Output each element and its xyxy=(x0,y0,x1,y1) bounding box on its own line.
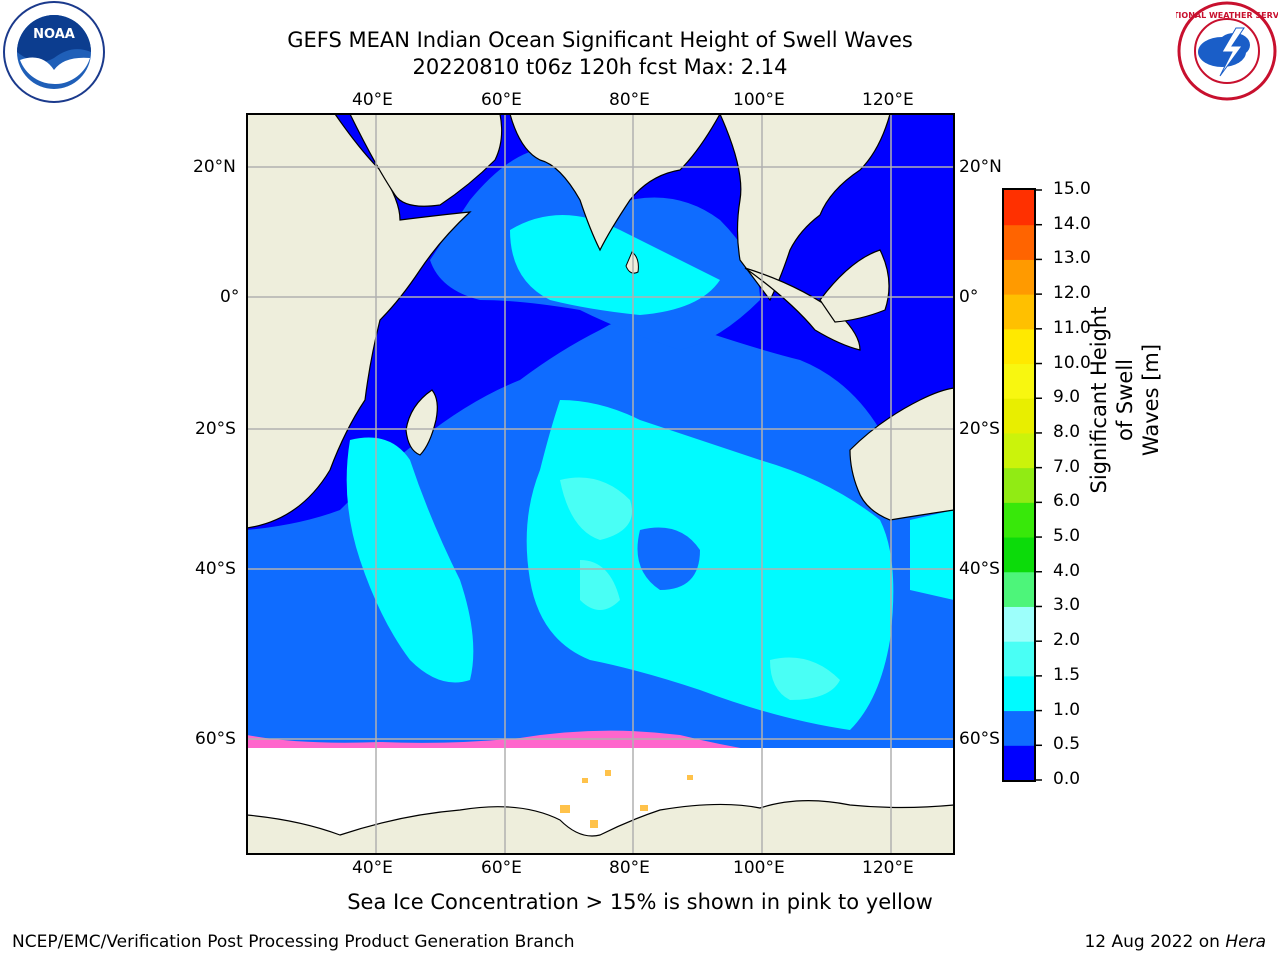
colorbar-tick-label: 11.0 xyxy=(1053,317,1091,338)
colorbar-segment xyxy=(1004,294,1034,330)
lat-label-left-40s: 40°S xyxy=(195,559,236,579)
arabia-land xyxy=(349,114,503,207)
lon-label-top-40e: 40°E xyxy=(352,90,393,110)
antarctica-land xyxy=(247,800,954,854)
graticule xyxy=(247,114,954,854)
sea-ice-dots xyxy=(560,770,693,828)
australia-land xyxy=(849,387,954,521)
swell-1.5-2.0-patch3 xyxy=(580,560,620,610)
colorbar-tick-label: 0.0 xyxy=(1053,769,1081,789)
colorbar-tick-label: 10.0 xyxy=(1053,352,1091,373)
footer-right: 12 Aug 2022 on Hera xyxy=(1084,932,1266,952)
colorbar-segment xyxy=(1004,432,1034,469)
colorbar-segment xyxy=(1004,641,1034,677)
colorbar-segment xyxy=(1004,259,1034,295)
lon-label-bottom-40e: 40°E xyxy=(352,858,393,878)
lon-label-bottom-60e: 60°E xyxy=(481,858,522,878)
madagascar-land xyxy=(405,389,438,456)
sea-ice-note: Sea Ice Concentration > 15% is shown in … xyxy=(347,890,933,914)
nws-logo-text: NATIONAL WEATHER SERVICE xyxy=(1176,11,1278,20)
nws-logo: NATIONAL WEATHER SERVICE xyxy=(1176,1,1278,101)
colorbar-tick-label: 0.5 xyxy=(1053,734,1081,755)
colorbar-tick-label: 1.0 xyxy=(1053,699,1081,720)
colorbar-segment xyxy=(1004,363,1034,399)
borneo-land xyxy=(819,249,890,323)
sumatra-land xyxy=(744,267,861,351)
lon-label-top-120e: 120°E xyxy=(862,90,914,110)
colorbar-tick-label: 9.0 xyxy=(1053,387,1081,408)
colorbar-segment xyxy=(1004,537,1034,573)
swell-1.0-1.5-south xyxy=(526,400,894,730)
colorbar-tick-label: 2.0 xyxy=(1053,630,1081,651)
map-frame xyxy=(246,113,955,855)
lon-label-top-80e: 80°E xyxy=(609,90,650,110)
footer-left: NCEP/EMC/Verification Post Processing Pr… xyxy=(12,932,575,952)
swell-1.0-1.5-southwest xyxy=(346,437,474,683)
chart-title-line1: GEFS MEAN Indian Ocean Significant Heigh… xyxy=(287,28,913,52)
colorbar-tick-label: 12.0 xyxy=(1053,283,1091,304)
colorbar-segment xyxy=(1004,224,1034,260)
lon-label-bottom-100e: 100°E xyxy=(733,858,785,878)
swell-1.5-2.0-patch1 xyxy=(560,477,632,540)
lat-label-right-0: 0° xyxy=(959,287,979,307)
lon-label-top-60e: 60°E xyxy=(481,90,522,110)
colorbar-segment xyxy=(1004,328,1034,365)
lat-label-left-0: 0° xyxy=(220,287,240,307)
colorbar-segment xyxy=(1004,502,1034,538)
lon-label-bottom-80e: 80°E xyxy=(609,858,650,878)
noaa-logo-text: NOAA xyxy=(33,27,75,42)
colorbar-segment xyxy=(1004,745,1034,781)
colorbar-tick-label: 8.0 xyxy=(1053,421,1081,442)
colorbar-tick-label: 3.0 xyxy=(1053,595,1081,616)
lat-label-left-20s: 20°S xyxy=(195,419,236,439)
chart-title-line2: 20220810 t06z 120h fcst Max: 2.14 xyxy=(412,55,788,79)
swell-0.5-1.0-hole xyxy=(637,527,700,590)
footer-date: 12 Aug 2022 on xyxy=(1084,932,1220,952)
lon-label-top-100e: 100°E xyxy=(733,90,785,110)
colorbar-tick-label: 5.0 xyxy=(1053,526,1081,547)
lat-label-left-20n: 20°N xyxy=(193,157,236,177)
lat-label-right-60s: 60°S xyxy=(959,729,1000,749)
colorbar-segment xyxy=(1004,571,1034,607)
swell-1.0-1.5-east xyxy=(910,510,954,600)
colorbar-tick-label: 1.5 xyxy=(1053,664,1081,685)
sri-lanka-land xyxy=(625,251,639,274)
colorbar-segment xyxy=(1004,190,1034,226)
colorbar-tick-label: 13.0 xyxy=(1053,248,1091,269)
colorbar-tick-label: 4.0 xyxy=(1053,560,1081,581)
colorbar-segment xyxy=(1004,710,1034,746)
colorbar-segment xyxy=(1004,606,1034,642)
lat-label-left-60s: 60°S xyxy=(195,729,236,749)
swell-1.5-2.0-patch2 xyxy=(770,657,840,700)
colorbar-segment xyxy=(1004,467,1034,503)
colorbar-segment xyxy=(1004,398,1034,434)
colorbar-tick-label: 7.0 xyxy=(1053,456,1081,477)
swell-1.0-1.5-north xyxy=(510,215,720,315)
colorbar-title-line1: Significant Height of Swell xyxy=(1087,306,1137,494)
noaa-logo: NOAA xyxy=(3,1,105,103)
colorbar-tick-label: 6.0 xyxy=(1053,491,1081,512)
lat-label-right-20s: 20°S xyxy=(959,419,1000,439)
lon-label-bottom-120e: 120°E xyxy=(862,858,914,878)
lat-label-right-40s: 40°S xyxy=(959,559,1000,579)
footer-machine: Hera xyxy=(1225,932,1266,952)
lat-label-right-20n: 20°N xyxy=(959,157,1002,177)
colorbar-segment xyxy=(1004,675,1034,712)
colorbar-title: Significant Height of Swell Waves [m] xyxy=(1080,295,1170,505)
colorbar xyxy=(1002,188,1042,782)
colorbar-tick-label: 14.0 xyxy=(1053,213,1091,234)
colorbar-tick-label: 15.0 xyxy=(1053,179,1091,199)
colorbar-title-line2: Waves [m] xyxy=(1139,343,1163,457)
